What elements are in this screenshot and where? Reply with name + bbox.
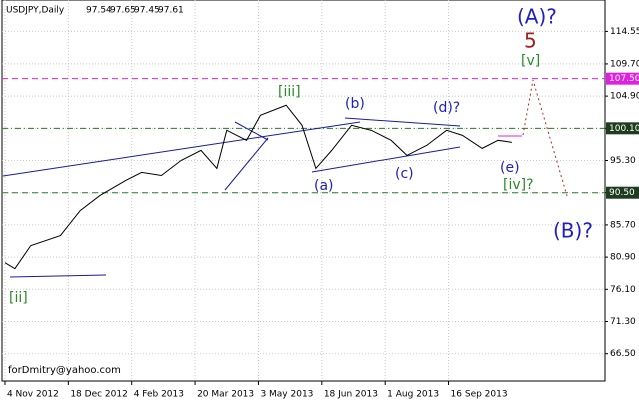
x-tick-label: 18 Dec 2012 — [70, 390, 128, 400]
watermark: forDmitry@yahoo.com — [8, 365, 121, 376]
trend-line — [2, 121, 361, 177]
wave-label: [ii] — [9, 290, 28, 306]
trend-line — [311, 146, 461, 173]
x-tick-label: 4 Feb 2013 — [134, 390, 184, 400]
plot-frame — [1, 0, 606, 382]
wave-label: (A)? — [517, 5, 557, 29]
level-label: 107.50 — [609, 74, 639, 84]
trend-line — [9, 274, 107, 278]
x-tick-label: 16 Sep 2013 — [451, 390, 508, 400]
trend-line — [224, 137, 269, 191]
x-tick-label: 18 Jun 2013 — [324, 390, 378, 400]
wave-label: (B)? — [553, 219, 593, 243]
wave-label: (d)? — [433, 100, 460, 116]
x-tick-label: 3 May 2013 — [260, 390, 313, 400]
forecast-path — [522, 79, 568, 197]
y-tick-label: 71.30 — [610, 317, 636, 327]
level-box — [606, 122, 639, 135]
level-box — [606, 186, 639, 199]
wave-label: [iii] — [278, 84, 301, 100]
y-tick-label: 76.10 — [610, 285, 636, 295]
header-value: 97.45 — [134, 6, 160, 16]
level-box — [606, 72, 639, 85]
header-value: 97.65 — [110, 6, 136, 16]
y-tick-label: 104.90 — [610, 92, 639, 102]
wave-label: [v] — [521, 53, 540, 69]
y-tick-label: 85.70 — [610, 220, 636, 230]
grid — [2, 0, 605, 381]
y-tick-label: 109.70 — [610, 59, 639, 69]
wave-label: [iv]? — [503, 177, 534, 193]
x-tick-label: 1 Aug 2013 — [387, 390, 439, 400]
level-label: 100.10 — [609, 124, 639, 134]
header-value: 97.61 — [158, 6, 184, 16]
price-line — [4, 104, 512, 270]
y-tick-label: 114.55 — [610, 27, 639, 37]
y-tick-label: 80.90 — [610, 253, 636, 263]
wave-label: 5 — [524, 29, 537, 53]
wave-label: (b) — [345, 96, 365, 112]
trend-line — [344, 117, 461, 127]
y-tick-label: 66.50 — [610, 349, 636, 359]
wave-label: (a) — [314, 178, 334, 194]
level-label: 90.50 — [609, 188, 635, 198]
x-tick-label: 20 Mar 2013 — [197, 390, 254, 400]
wave-label: (c) — [395, 166, 414, 182]
y-tick-label: 95.30 — [610, 156, 636, 166]
wave-label: (e) — [500, 160, 520, 176]
header: USDJPY,Daily — [6, 6, 65, 16]
header-value: 97.54 — [86, 6, 112, 16]
x-tick-label: 4 Nov 2012 — [7, 390, 59, 400]
